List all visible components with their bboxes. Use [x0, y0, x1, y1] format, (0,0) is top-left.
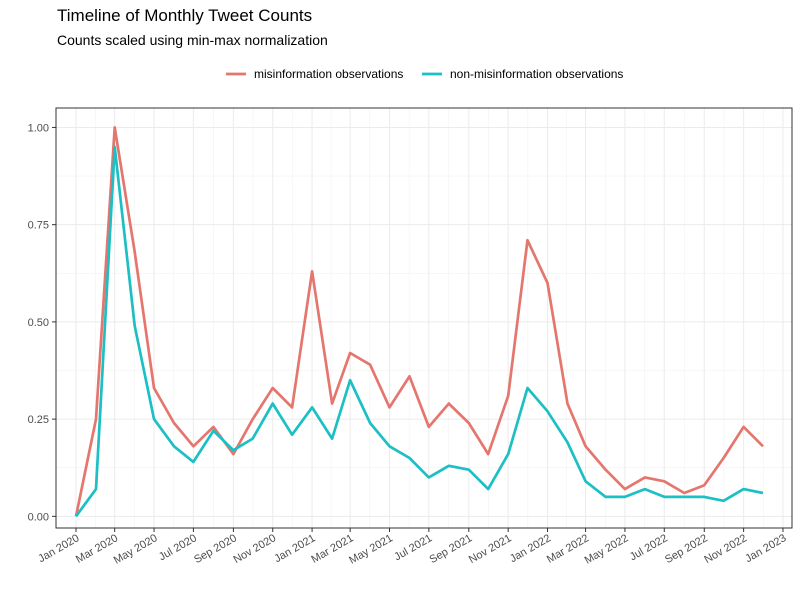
x-tick-label: Nov 2020	[231, 532, 278, 566]
x-tick-label: Jul 2022	[628, 532, 670, 563]
y-axis: 0.00 0.25 0.50 0.75 1.00	[28, 122, 56, 523]
panel-border	[55, 107, 793, 529]
y-tick-label: 1.00	[28, 122, 49, 134]
y-tick-label: 0.25	[28, 414, 49, 426]
x-tick-label: Jan 2021	[272, 532, 317, 565]
x-tick-label: Jul 2021	[392, 532, 434, 563]
legend-label: non-misinformation observations	[450, 67, 623, 81]
x-tick-label: May 2021	[347, 532, 395, 567]
y-tick-label: 0.75	[28, 220, 49, 232]
series-line-non-misinformation	[74, 145, 764, 518]
x-tick-label: Jan 2020	[36, 532, 81, 565]
y-tick-label: 0.50	[28, 317, 49, 329]
x-tick-label: May 2020	[112, 532, 160, 567]
x-tick-label: Jul 2020	[157, 532, 199, 563]
x-tick-label: Sep 2021	[428, 532, 475, 566]
x-tick-label: Nov 2021	[467, 532, 514, 566]
x-tick-label: Jan 2023	[743, 532, 788, 565]
series-line-misinformation	[74, 126, 764, 517]
legend-label: misinformation observations	[254, 67, 403, 81]
x-tick-label: Sep 2022	[663, 532, 710, 566]
series-lines	[74, 126, 764, 518]
x-tick-label: Jan 2022	[508, 532, 553, 565]
x-tick-label: May 2022	[583, 532, 631, 567]
x-tick-label: Sep 2020	[192, 532, 239, 566]
chart-title: Timeline of Monthly Tweet Counts	[57, 6, 313, 25]
y-tick-label: 0.00	[28, 511, 49, 523]
legend: misinformation observations non-misinform…	[226, 67, 623, 81]
x-tick-label: Nov 2022	[702, 532, 749, 566]
chart-subtitle: Counts scaled using min-max normalizatio…	[57, 32, 328, 48]
grid	[56, 108, 792, 528]
